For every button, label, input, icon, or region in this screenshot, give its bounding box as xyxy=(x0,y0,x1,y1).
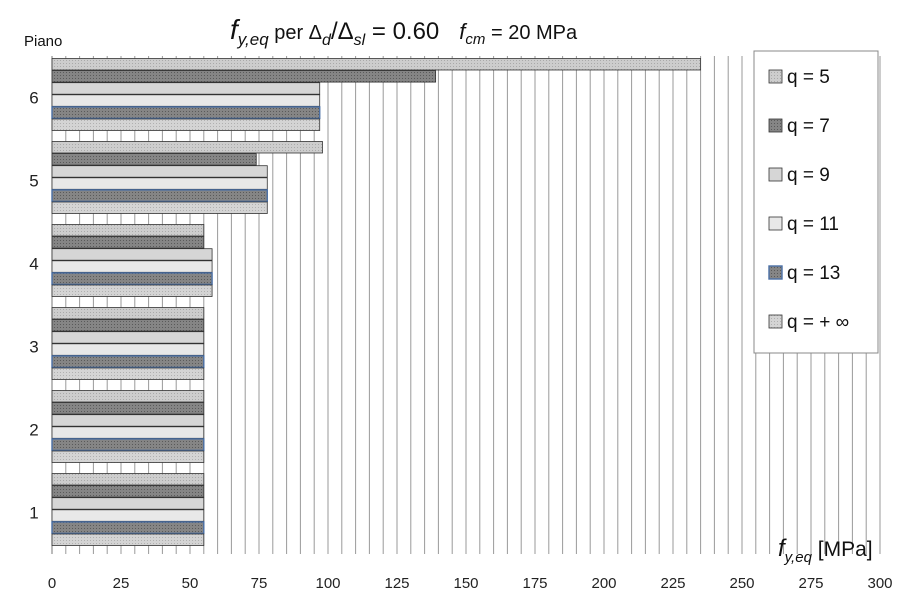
xlabel-sub: y,eq xyxy=(784,549,813,566)
bar xyxy=(51,70,437,83)
legend-swatch xyxy=(768,216,783,231)
bar xyxy=(51,284,213,297)
title-symbol-sub: y,eq xyxy=(237,30,269,49)
x-tick-label: 250 xyxy=(729,575,754,592)
bar xyxy=(51,236,205,249)
bar xyxy=(51,224,205,237)
title-ratio: = 0.60 xyxy=(365,18,439,45)
x-tick-label: 150 xyxy=(453,575,478,592)
legend-label: q = 11 xyxy=(787,214,839,235)
x-tick-labels: 0 25 50 75 100 125 150 175 200 225 250 275 300 xyxy=(48,575,893,592)
bar xyxy=(51,390,205,403)
bar xyxy=(51,141,323,154)
legend-swatch xyxy=(768,167,783,182)
title-slash: /Δ xyxy=(331,18,354,45)
chart-title: fy,eq per Δd/Δsl = 0.60 fcm = 20 MPa xyxy=(230,14,578,49)
bar xyxy=(51,153,257,166)
bar xyxy=(51,355,205,369)
legend-swatch xyxy=(768,265,783,280)
legend-swatch xyxy=(768,314,783,329)
legend-label: q = 5 xyxy=(787,67,830,88)
title-sub-d: d xyxy=(322,32,332,49)
gridlines xyxy=(51,56,881,554)
bar xyxy=(51,272,213,286)
category-labels: 1 2 3 4 5 6 xyxy=(29,89,38,523)
bar xyxy=(51,331,205,344)
legend-swatch xyxy=(768,69,783,84)
title-sub-sl: sl xyxy=(354,32,366,49)
bar xyxy=(51,473,205,486)
bar xyxy=(51,165,268,178)
bar xyxy=(51,533,205,546)
legend-label: q = + ∞ xyxy=(787,312,849,333)
bar xyxy=(51,343,205,356)
bar xyxy=(51,94,321,107)
x-tick-label: 100 xyxy=(315,575,340,592)
title-fcm-value: = 20 MPa xyxy=(485,22,578,44)
bar xyxy=(51,402,205,415)
category-label: 4 xyxy=(29,255,38,274)
title-fcm-symbol: f xyxy=(459,19,468,44)
x-tick-label: 300 xyxy=(867,575,892,592)
x-tick-label: 200 xyxy=(591,575,616,592)
category-label: 5 xyxy=(29,172,38,191)
xlabel-symbol: f xyxy=(778,535,787,562)
bars xyxy=(51,58,701,546)
x-tick-label: 125 xyxy=(384,575,409,592)
category-label: 2 xyxy=(29,421,38,440)
category-label: 1 xyxy=(29,504,38,523)
bar xyxy=(51,58,701,71)
bar xyxy=(51,118,321,131)
legend-label: q = 13 xyxy=(787,263,840,284)
title-fcm-sub: cm xyxy=(465,31,485,48)
bar xyxy=(51,177,268,190)
x-tick-label: 225 xyxy=(660,575,685,592)
bar xyxy=(51,189,268,203)
bar xyxy=(51,497,205,510)
bar xyxy=(51,450,205,463)
bar xyxy=(51,438,205,452)
title-symbol: f xyxy=(230,14,241,45)
bar xyxy=(51,426,205,439)
legend-label: q = 7 xyxy=(787,116,830,137)
legend-label: q = 9 xyxy=(787,165,830,186)
bar xyxy=(51,201,268,214)
legend-box xyxy=(753,50,879,354)
legend: q = 5 q = 7 q = 9 q = 11 q = 13 q = + ∞ xyxy=(753,50,879,354)
bar xyxy=(51,106,321,120)
x-tick-label: 75 xyxy=(251,575,268,592)
bar xyxy=(51,367,205,380)
title-mid: per Δ xyxy=(269,22,322,44)
xlabel-unit: [MPa] xyxy=(812,538,873,561)
bar xyxy=(51,485,205,498)
bar xyxy=(51,248,213,261)
bar xyxy=(51,307,205,320)
x-tick-label: 0 xyxy=(48,575,56,592)
category-label: 3 xyxy=(29,338,38,357)
x-tick-label: 25 xyxy=(113,575,130,592)
legend-swatch xyxy=(768,118,783,133)
x-tick-label: 175 xyxy=(522,575,547,592)
x-tick-label: 50 xyxy=(182,575,199,592)
bar xyxy=(51,414,205,427)
category-label: 6 xyxy=(29,89,38,108)
bar xyxy=(51,319,205,332)
bar xyxy=(51,82,321,95)
y-axis-title: Piano xyxy=(24,33,62,50)
bar xyxy=(51,521,205,535)
x-axis-title: fy,eq [MPa] xyxy=(778,535,873,566)
x-tick-label: 275 xyxy=(798,575,823,592)
bar xyxy=(51,509,205,522)
bar xyxy=(51,260,213,273)
title-gap xyxy=(439,18,459,45)
